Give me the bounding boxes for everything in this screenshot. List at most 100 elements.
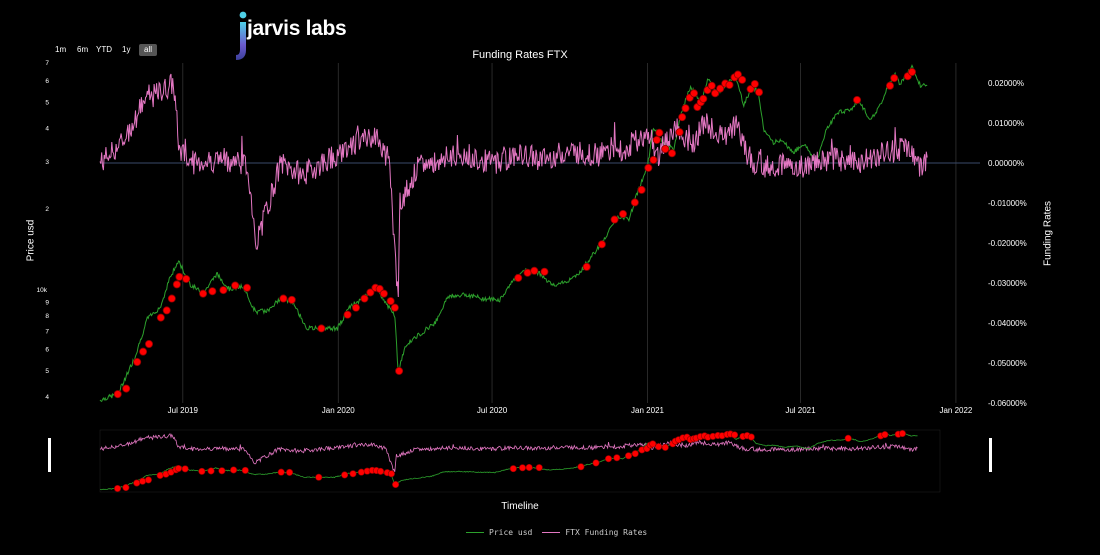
high-funding-marker [681,104,690,113]
high-funding-marker [231,281,240,290]
rangeslider-marker [133,479,141,487]
rangeslider-marker [174,464,182,472]
high-funding-marker [386,297,395,306]
high-funding-marker [208,287,217,296]
high-funding-marker [733,70,742,79]
logo-mark [236,11,247,60]
y-left-tick-label: 4 [45,125,49,132]
legend-item-price[interactable]: Price usd [466,528,532,537]
y-right-tick-label: 0.02000% [988,79,1024,88]
legend-swatch-funding [542,532,561,533]
rangeslider-marker [592,459,600,467]
high-funding-marker [199,289,208,298]
high-funding-marker [172,280,181,289]
high-funding-marker [317,324,326,333]
high-funding-marker [890,74,899,83]
rangeslider-marker [230,466,238,474]
y-right-tick-label: -0.05000% [988,359,1027,368]
rangeslider-marker [613,454,621,462]
rangeslider-funding-line [99,433,918,473]
high-funding-marker [343,310,352,319]
rangeslider-marker [207,467,215,475]
x-tick-label: Jul 2019 [168,406,199,415]
legend: Price usd FTX Funding Rates [466,528,657,537]
range-button-ytd[interactable]: YTD [96,45,112,54]
rangeslider-marker [519,464,527,472]
y-left-tick-label: 6 [45,347,49,354]
range-button-all[interactable]: all [139,44,158,56]
high-funding-marker [711,89,720,98]
rangeslider-marker [509,465,517,473]
high-funding-marker [287,295,296,304]
high-funding-marker [582,262,591,271]
high-funding-marker [661,145,670,154]
range-button-1y[interactable]: 1y [122,45,131,54]
high-funding-marker [366,288,375,297]
rangeslider-marker [181,465,189,473]
y-left-tick-label: 5 [45,368,49,375]
rangeslider-marker [286,468,294,476]
high-funding-marker [746,85,755,94]
rangeslider-marker [649,440,657,448]
rangeslider-marker [387,470,395,478]
high-funding-marker [360,294,369,303]
y-left-tick-label: 4 [45,394,49,401]
high-funding-marker [699,94,708,103]
high-funding-marker [113,390,122,399]
rangeslider-marker [661,443,669,451]
rangeslider-marker [631,450,639,458]
x-axis-label: Timeline [501,501,539,512]
high-funding-marker [597,240,606,249]
high-funding-marker [139,347,148,356]
high-funding-marker [655,128,664,137]
high-funding-marker [133,357,142,366]
y-left-tick-label: 7 [45,60,49,67]
y-left-tick-label: 10k [37,287,48,294]
high-funding-marker [167,294,176,303]
rangeslider-marker [747,433,755,441]
high-funding-marker [523,268,532,277]
rangeslider-marker [315,473,323,481]
y-left-tick-label: 9 [45,299,49,306]
high-funding-marker [219,286,228,295]
logo-text-label: jarvis labs [247,17,347,40]
range-button-6m[interactable]: 6m [77,45,89,54]
high-funding-marker [738,75,747,84]
rangeslider-right-handle[interactable] [989,438,992,472]
high-funding-marker [395,366,404,375]
rangeslider-marker [122,484,130,492]
high-funding-marker [716,84,725,93]
rangeslider-left-handle[interactable] [48,438,51,472]
y-right-tick-label: -0.01000% [988,199,1027,208]
y-right-tick-label: -0.03000% [988,279,1027,288]
rangeslider-marker [881,431,889,439]
y-left-tick-label: 6 [45,78,49,85]
logo-text: jarvis labs [247,17,347,41]
high-funding-marker [122,384,131,393]
high-funding-marker [182,274,191,283]
high-funding-marker [619,209,628,218]
chart-title: Funding Rates FTX [472,49,568,61]
high-funding-marker [668,149,677,158]
legend-item-funding[interactable]: FTX Funding Rates [542,528,647,537]
high-funding-marker [707,81,716,90]
rangeslider-marker [844,434,852,442]
rangeslider-marker [277,468,285,476]
range-button-1m[interactable]: 1m [55,45,67,54]
y-right-tick-label: -0.06000% [988,399,1027,408]
high-funding-marker [145,340,154,349]
high-funding-marker [630,198,639,207]
funding-series-line [99,73,928,298]
high-funding-marker [175,272,184,281]
high-funding-marker [689,89,698,98]
y-left-tick-label: 8 [45,313,49,320]
rangeslider-marker [241,466,249,474]
y-left-tick-label: 5 [45,99,49,106]
legend-swatch-price [466,532,484,533]
rangeslider-marker [625,452,633,460]
rangeslider-background [99,429,941,493]
high-funding-marker [853,95,862,104]
rangeslider-marker [341,471,349,479]
